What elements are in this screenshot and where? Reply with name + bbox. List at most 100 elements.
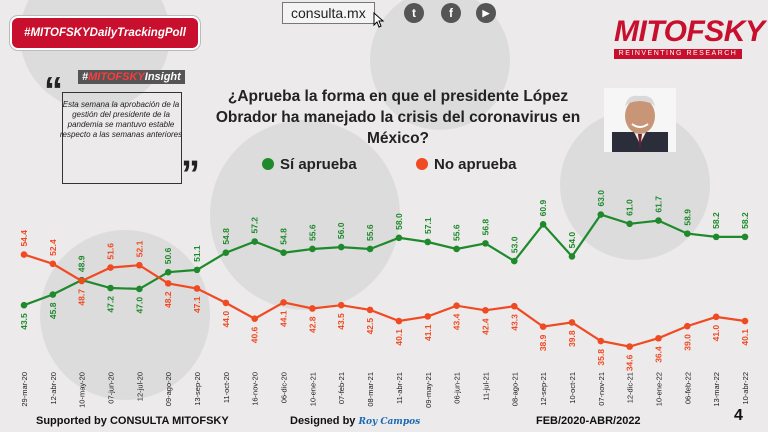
x-tick-label: 12-dic-21 (626, 372, 635, 403)
legend-approve: Sí aprueba (262, 156, 357, 173)
data-point-disapprove (741, 317, 749, 325)
facebook-icon[interactable]: f (441, 3, 461, 23)
data-point-approve (568, 253, 576, 260)
x-tick-label: 16-nov-20 (251, 372, 260, 406)
data-label-disapprove: 43.4 (452, 313, 462, 330)
open-quote-icon: “ (44, 70, 63, 112)
data-point-approve (366, 245, 374, 253)
data-point-disapprove (49, 260, 57, 268)
data-label-approve: 48.9 (77, 255, 87, 272)
x-tick-label: 06-feb-22 (683, 372, 692, 404)
data-point-disapprove (453, 302, 460, 309)
data-label-approve: 58.2 (740, 212, 750, 229)
data-label-disapprove: 35.8 (596, 349, 606, 366)
x-tick-label: 29-mar-20 (20, 372, 29, 407)
data-point-disapprove (136, 261, 143, 269)
data-point-disapprove (222, 299, 230, 307)
x-tick-label: 12-jul-20 (135, 372, 144, 401)
data-point-disapprove (366, 306, 374, 314)
brand-logo: MITOFSKY REINVENTING RESEARCH (614, 16, 765, 59)
data-point-approve (626, 220, 633, 228)
twitter-icon[interactable]: t (404, 3, 424, 23)
data-label-approve: 47.2 (106, 296, 116, 313)
data-point-disapprove (597, 337, 605, 345)
brand-tagline: REINVENTING RESEARCH (614, 49, 742, 59)
x-tick-label: 12-abr-20 (49, 372, 58, 405)
data-label-disapprove: 41.0 (711, 325, 721, 342)
data-point-approve (49, 291, 57, 298)
insight-title-suffix: Insight (144, 71, 181, 83)
insight-title: #MITOFSKYInsight (78, 70, 185, 84)
insight-frame (62, 92, 182, 184)
data-label-disapprove: 41.1 (423, 324, 433, 341)
data-point-approve (395, 234, 403, 242)
x-tick-label: 09-may-21 (424, 372, 433, 408)
x-tick-label: 09-ago-20 (164, 372, 173, 406)
insight-title-prefix: # (82, 71, 89, 83)
data-label-disapprove: 51.6 (106, 243, 116, 260)
data-point-approve (136, 285, 143, 293)
data-point-disapprove (424, 313, 432, 320)
data-point-approve (453, 245, 460, 253)
president-portrait (604, 88, 676, 152)
data-point-disapprove (655, 334, 662, 342)
series-line-disapprove (23, 253, 746, 348)
x-tick-label: 06-jun-21 (453, 372, 462, 404)
data-label-disapprove: 43.5 (336, 313, 346, 330)
data-label-disapprove: 44.1 (279, 310, 289, 327)
close-quote-icon: ” (181, 154, 200, 196)
data-label-disapprove: 42.4 (480, 318, 490, 335)
background-virus-shape (210, 120, 400, 310)
data-label-approve: 54.8 (279, 228, 289, 245)
x-tick-label: 12-sep-21 (539, 372, 548, 406)
x-tick-label: 10-ene-21 (308, 372, 317, 406)
data-label-disapprove: 39.0 (682, 334, 692, 351)
youtube-icon[interactable]: ▶ (476, 3, 496, 23)
data-label-approve: 45.8 (48, 302, 58, 319)
data-label-approve: 43.5 (19, 313, 29, 330)
data-label-disapprove: 42.8 (307, 316, 317, 333)
x-tick-label: 10-may-20 (78, 372, 87, 408)
data-point-approve (222, 249, 230, 256)
data-point-disapprove (78, 277, 85, 285)
url-link[interactable]: consulta.mx (282, 2, 375, 24)
data-point-disapprove (626, 343, 633, 350)
data-label-approve: 55.6 (307, 224, 317, 241)
data-label-disapprove: 47.1 (192, 296, 202, 313)
x-tick-label: 11-abr-21 (395, 372, 404, 404)
data-point-disapprove (539, 323, 547, 330)
data-point-disapprove (280, 299, 287, 306)
x-tick-label: 07-jun-20 (107, 372, 116, 404)
top-bar: consulta.mx t f ▶ (0, 0, 768, 26)
data-point-approve (424, 238, 432, 246)
x-tick-label: 10-abr-22 (741, 372, 750, 405)
data-label-disapprove: 42.5 (365, 318, 375, 335)
data-label-approve: 55.6 (365, 224, 375, 241)
data-point-disapprove (309, 305, 316, 312)
page-number: 4 (734, 407, 743, 424)
background-virus-shape (40, 230, 210, 400)
data-label-approve: 54.8 (221, 228, 231, 245)
x-tick-label: 13-sep-20 (193, 372, 202, 406)
data-label-disapprove: 34.6 (625, 354, 635, 371)
data-point-approve (482, 240, 489, 247)
insight-title-brand: MITOFSKY (88, 71, 145, 83)
data-point-disapprove (107, 264, 114, 271)
data-label-approve: 51.1 (192, 245, 202, 262)
data-point-disapprove (337, 301, 345, 309)
insight-text: Esta semana la aprobación de la gestión … (59, 100, 183, 139)
data-label-approve: 57.1 (423, 217, 433, 234)
data-point-approve (251, 238, 259, 245)
insight-box: “ Esta semana la aprobación de la gestió… (44, 72, 200, 194)
data-label-approve: 58.2 (711, 212, 721, 229)
data-label-approve: 58.0 (394, 213, 404, 230)
legend-disapprove-label: No aprueba (434, 156, 517, 173)
x-tick-label: 10-ene-22 (654, 372, 663, 406)
x-tick-label: 10-oct-21 (568, 372, 577, 404)
data-point-disapprove (20, 251, 28, 258)
x-tick-label: 08-mar-21 (366, 372, 375, 407)
data-point-disapprove (568, 319, 576, 326)
data-label-disapprove: 48.2 (163, 291, 173, 308)
footer-designed: Designed by Roy Campos (290, 415, 420, 427)
